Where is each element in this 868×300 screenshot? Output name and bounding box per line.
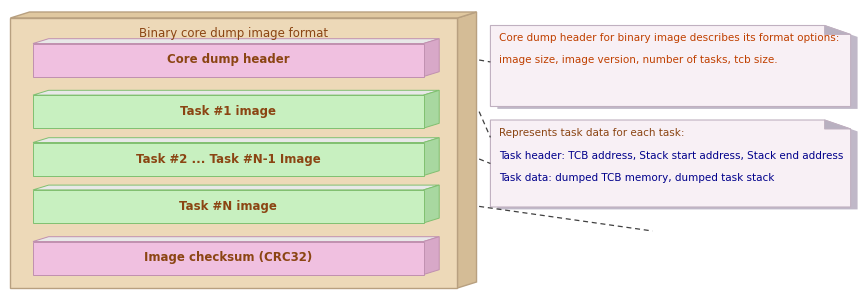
Polygon shape: [33, 138, 439, 142]
Polygon shape: [33, 90, 439, 95]
Polygon shape: [497, 122, 858, 209]
Polygon shape: [10, 12, 477, 18]
Text: Represents task data for each task:: Represents task data for each task:: [499, 128, 685, 137]
Polygon shape: [457, 12, 477, 288]
Text: Task #N image: Task #N image: [180, 200, 277, 213]
Polygon shape: [424, 237, 439, 274]
Text: Task header: TCB address, Stack start address, Stack end address: Task header: TCB address, Stack start ad…: [499, 151, 844, 161]
Polygon shape: [10, 18, 457, 288]
Polygon shape: [825, 120, 851, 129]
Polygon shape: [424, 39, 439, 76]
Polygon shape: [424, 138, 439, 176]
Text: Image checksum (CRC32): Image checksum (CRC32): [144, 251, 312, 265]
Polygon shape: [424, 185, 439, 223]
Polygon shape: [825, 26, 851, 34]
Polygon shape: [490, 120, 851, 207]
Polygon shape: [33, 39, 439, 44]
Text: Task #2 ... Task #N-1 Image: Task #2 ... Task #N-1 Image: [136, 152, 320, 166]
Text: Core dump header: Core dump header: [167, 53, 290, 67]
Text: Task data: dumped TCB memory, dumped task stack: Task data: dumped TCB memory, dumped tas…: [499, 173, 774, 183]
Polygon shape: [33, 242, 424, 274]
Polygon shape: [33, 185, 439, 190]
Text: image size, image version, number of tasks, tcb size.: image size, image version, number of tas…: [499, 56, 778, 65]
Polygon shape: [33, 190, 424, 223]
Polygon shape: [33, 44, 424, 76]
Polygon shape: [424, 90, 439, 128]
Polygon shape: [33, 237, 439, 242]
Polygon shape: [33, 95, 424, 128]
Polygon shape: [497, 28, 858, 109]
Polygon shape: [33, 142, 424, 176]
Polygon shape: [490, 26, 851, 106]
Text: Core dump header for binary image describes its format options:: Core dump header for binary image descri…: [499, 33, 839, 43]
Text: Task #1 image: Task #1 image: [181, 105, 276, 118]
Text: Binary core dump image format: Binary core dump image format: [140, 27, 328, 40]
